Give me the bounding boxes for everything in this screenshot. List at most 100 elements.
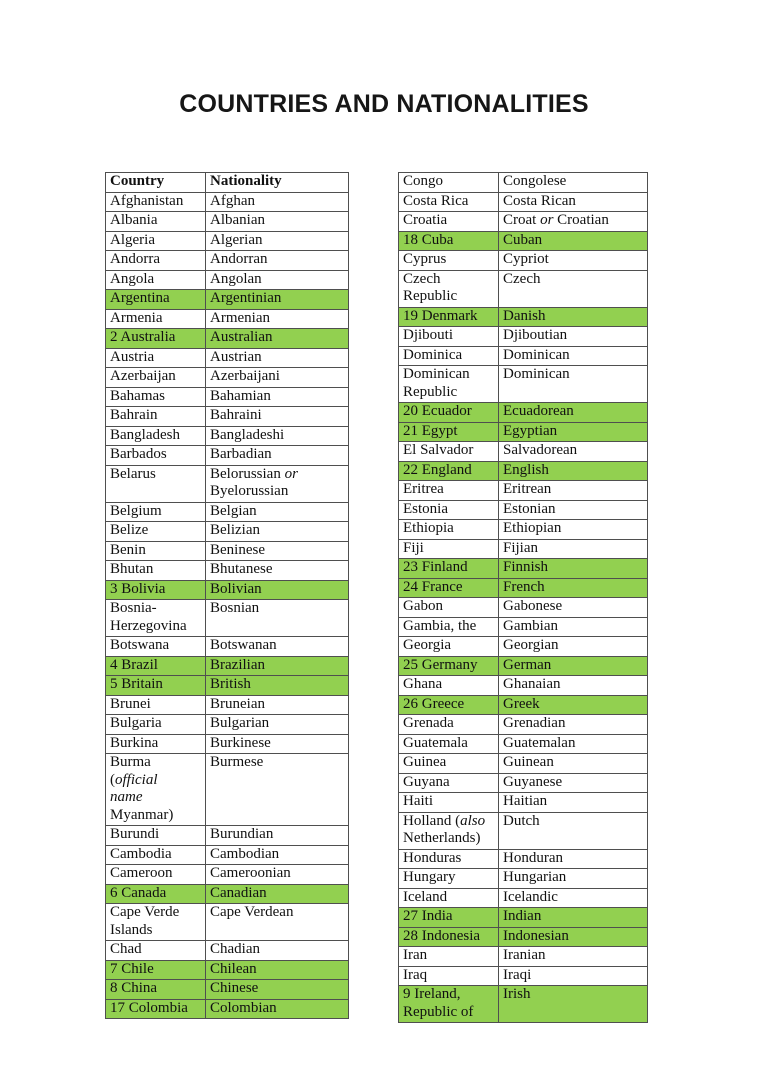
nationality-cell: Dutch <box>498 811 648 850</box>
nationality-cell: Beninese <box>205 540 349 561</box>
table-row: Georgia Georgian <box>398 636 648 657</box>
country-cell: Ghana <box>398 675 499 696</box>
column-header-country: Country <box>105 172 206 193</box>
table-row: Argentina Argentinian <box>105 289 349 310</box>
country-cell: Albania <box>105 211 206 232</box>
country-cell: Iceland <box>398 887 499 908</box>
nationality-cell: Afghan <box>205 191 349 212</box>
nationality-cell: Burkinese <box>205 733 349 754</box>
table-row: Austria Austrian <box>105 347 349 368</box>
nationality-cell: Ecuadorean <box>498 402 648 423</box>
nationality-cell: Guatemalan <box>498 733 648 754</box>
country-cell: 2 Australia <box>105 328 206 349</box>
nationality-cell: Dominican <box>498 365 648 403</box>
table-row: Burkina Burkinese <box>105 733 349 754</box>
nationality-cell: Finnish <box>498 558 648 579</box>
country-cell: Bahamas <box>105 386 206 407</box>
nationality-cell: English <box>498 460 648 481</box>
table-row: Dominican Republic Dominican <box>398 365 648 403</box>
nationality-cell: Indian <box>498 907 648 928</box>
table-row: Guyana Guyanese <box>398 772 648 793</box>
nationality-cell: Cape Verdean <box>205 903 349 941</box>
nationality-cell: French <box>498 577 648 598</box>
country-cell: Guinea <box>398 753 499 774</box>
country-cell: 20 Ecuador <box>398 402 499 423</box>
table-row: Guinea Guinean <box>398 753 648 774</box>
country-cell: Estonia <box>398 499 499 520</box>
country-cell: 18 Cuba <box>398 230 499 251</box>
country-cell: Eritrea <box>398 480 499 501</box>
table-row: 17 Colombia Colombian <box>105 998 349 1019</box>
nationality-cell: Croat or Croatian <box>498 211 648 232</box>
table-row: Costa Rica Costa Rican <box>398 191 648 212</box>
header-row: Country Nationality <box>105 172 349 193</box>
country-cell: Bosnia- Herzegovina <box>105 599 206 637</box>
nationality-cell: Dominican <box>498 345 648 366</box>
table-row: Djibouti Djiboutian <box>398 326 648 347</box>
country-cell: Guyana <box>398 772 499 793</box>
nationality-cell: Haitian <box>498 792 648 813</box>
table-row: Hungary Hungarian <box>398 868 648 889</box>
country-cell: El Salvador <box>398 441 499 462</box>
country-cell: Botswana <box>105 636 206 657</box>
country-cell: Holland (also Netherlands) <box>398 811 499 850</box>
country-cell: Ethiopia <box>398 519 499 540</box>
table-row: Botswana Botswanan <box>105 636 349 657</box>
table-row: 3 Bolivia Bolivian <box>105 579 349 600</box>
table-row: Ghana Ghanaian <box>398 675 648 696</box>
table-row: Haiti Haitian <box>398 792 648 813</box>
country-cell: Iran <box>398 946 499 967</box>
table-row: Congo Congolese <box>398 172 648 193</box>
country-cell: Azerbaijan <box>105 367 206 388</box>
table-row: Algeria Algerian <box>105 230 349 251</box>
country-cell: Hungary <box>398 868 499 889</box>
nationality-cell: Burmese <box>205 753 349 826</box>
country-cell: 22 England <box>398 460 499 481</box>
table-row: Gabon Gabonese <box>398 597 648 618</box>
nationality-cell: British <box>205 675 349 696</box>
country-cell: Bulgaria <box>105 714 206 735</box>
country-cell: Congo <box>398 172 499 193</box>
nationality-cell: Bangladeshi <box>205 425 349 446</box>
table-row: Cape Verde Islands Cape Verdean <box>105 903 349 941</box>
nationality-cell: Bolivian <box>205 579 349 600</box>
table-row: Grenada Grenadian <box>398 714 648 735</box>
country-cell: Dominican Republic <box>398 365 499 403</box>
country-cell: 9 Ireland, Republic of <box>398 985 499 1023</box>
table-row: Brunei Bruneian <box>105 694 349 715</box>
table-row: Bahrain Bahraini <box>105 406 349 427</box>
table-row: Bosnia- Herzegovina Bosnian <box>105 599 349 637</box>
nationality-cell: Fijian <box>498 538 648 559</box>
nationality-cell: Chilean <box>205 959 349 980</box>
nationality-cell: Bruneian <box>205 694 349 715</box>
country-cell: Belize <box>105 521 206 542</box>
nationality-cell: German <box>498 655 648 676</box>
countries-table-right: Congo Congolese Costa Rica Costa Rican Croat… <box>398 172 648 1023</box>
country-cell: Cyprus <box>398 250 499 271</box>
country-cell: 5 Britain <box>105 675 206 696</box>
nationality-cell: Azerbaijani <box>205 367 349 388</box>
table-row: Holland (also Netherlands) Dutch <box>398 811 648 850</box>
country-cell: 27 India <box>398 907 499 928</box>
nationality-cell: Iranian <box>498 946 648 967</box>
nationality-cell: Indonesian <box>498 926 648 947</box>
table-row: 21 Egypt Egyptian <box>398 421 648 442</box>
table-row: Angola Angolan <box>105 269 349 290</box>
nationality-cell: Canadian <box>205 883 349 904</box>
nationality-cell: Argentinian <box>205 289 349 310</box>
table-row: Azerbaijan Azerbaijani <box>105 367 349 388</box>
country-cell: Benin <box>105 540 206 561</box>
nationality-cell: Cameroonian <box>205 864 349 885</box>
table-row: 27 India Indian <box>398 907 648 928</box>
nationality-cell: Irish <box>498 985 648 1023</box>
country-cell: Angola <box>105 269 206 290</box>
table-row: Gambia, the Gambian <box>398 616 648 637</box>
nationality-cell: Austrian <box>205 347 349 368</box>
table-row: Andorra Andorran <box>105 250 349 271</box>
country-cell: Fiji <box>398 538 499 559</box>
country-cell: Honduras <box>398 848 499 869</box>
nationality-cell: Cuban <box>498 230 648 251</box>
country-cell: Djibouti <box>398 326 499 347</box>
table-row: Iraq Iraqi <box>398 965 648 986</box>
nationality-cell: Bhutanese <box>205 560 349 581</box>
